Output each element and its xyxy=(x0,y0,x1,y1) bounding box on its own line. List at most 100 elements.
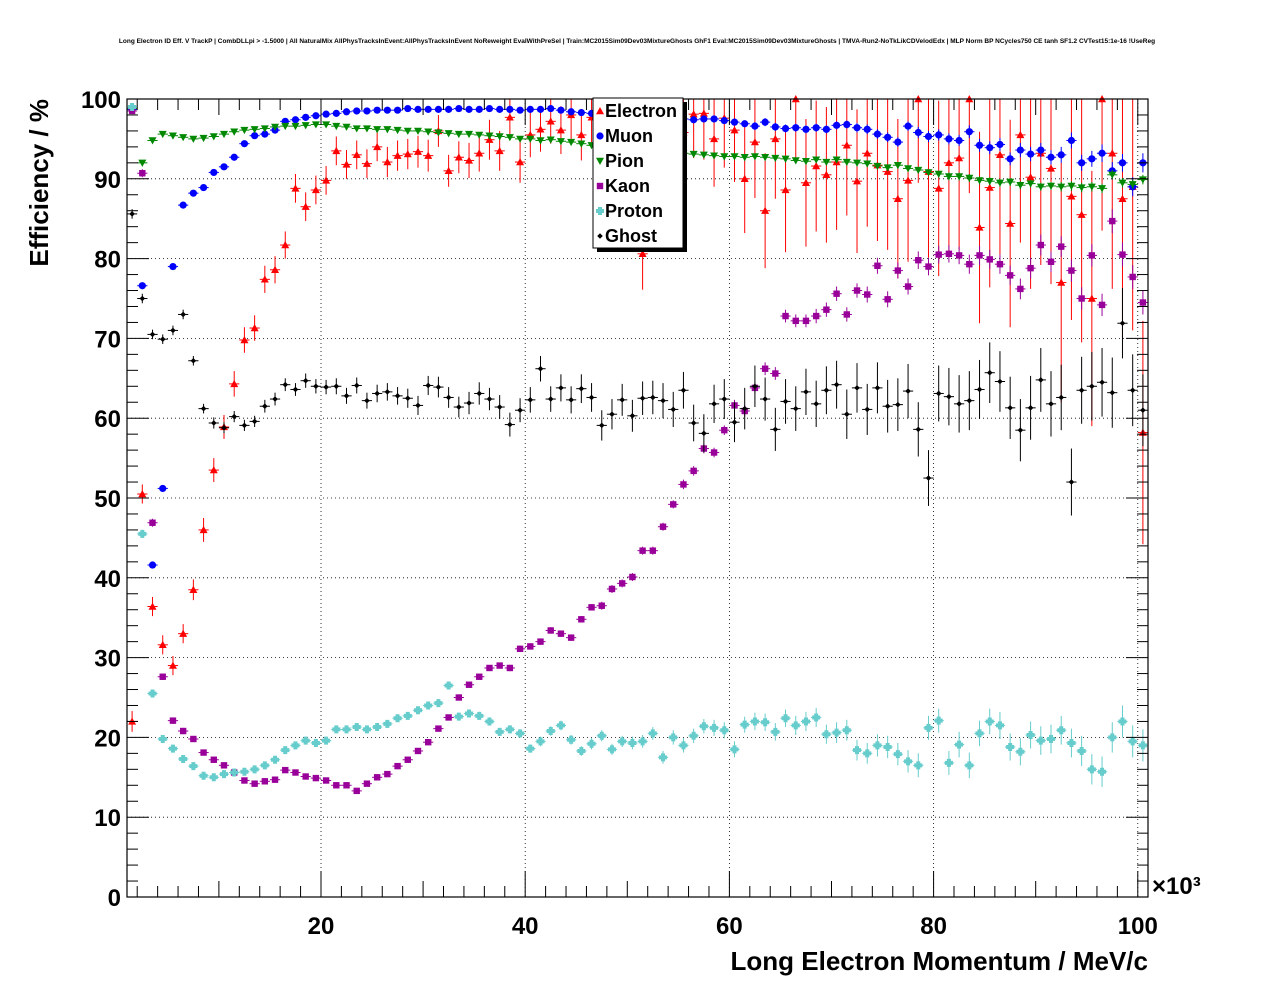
proton-point xyxy=(556,721,565,730)
electron-point xyxy=(1077,210,1086,218)
muon-point xyxy=(914,128,922,137)
electron-point xyxy=(322,176,331,184)
muon-point xyxy=(261,130,269,138)
pion-point xyxy=(1057,183,1066,191)
pion-point xyxy=(383,126,392,134)
ghost-point xyxy=(241,422,248,429)
muon-point xyxy=(148,561,157,569)
ghost-point xyxy=(1099,379,1105,386)
ghost-point xyxy=(895,401,901,408)
proton-point xyxy=(311,738,320,747)
electron-point xyxy=(750,138,759,146)
pion-point xyxy=(1026,180,1035,188)
ghost-point xyxy=(762,396,768,402)
muon-point xyxy=(1057,151,1065,159)
proton-point xyxy=(301,736,310,745)
kaon-point xyxy=(373,774,381,781)
muon-point xyxy=(720,116,728,125)
electron-point xyxy=(291,184,300,192)
kaon-point xyxy=(986,256,993,263)
y-tick-label: 60 xyxy=(94,406,121,433)
electron-point xyxy=(495,146,504,155)
ghost-point xyxy=(415,402,421,409)
electron-point xyxy=(955,154,964,162)
kaon-point xyxy=(547,627,554,634)
pion-point xyxy=(801,158,810,166)
ghost-point xyxy=(598,422,605,429)
legend-marker-electron xyxy=(596,107,604,115)
pion-point xyxy=(1047,182,1056,190)
proton-point xyxy=(495,727,504,736)
proton-point xyxy=(842,726,851,735)
muon-point xyxy=(884,133,892,141)
muon-point xyxy=(353,107,361,115)
proton-point xyxy=(883,742,892,751)
legend-marker-ghost xyxy=(597,233,603,239)
y-tick-label: 80 xyxy=(94,247,121,274)
ghost-point xyxy=(200,405,207,412)
kaon-point xyxy=(915,256,922,264)
proton-point xyxy=(128,102,137,111)
proton-point xyxy=(730,745,739,754)
proton-point xyxy=(413,706,422,715)
legend-label-ghost: Ghost xyxy=(605,226,657,246)
legend-marker-proton xyxy=(596,207,604,215)
kaon-point xyxy=(792,317,799,325)
electron-point xyxy=(975,223,984,231)
proton-point xyxy=(985,717,994,726)
ghost-point xyxy=(129,211,135,217)
ghost-point xyxy=(619,397,625,403)
pion-point xyxy=(1128,181,1137,189)
proton-point xyxy=(832,728,841,737)
proton-point xyxy=(812,713,821,722)
electron-point xyxy=(465,156,474,164)
y-tick-label: 70 xyxy=(94,326,121,353)
pion-point xyxy=(1067,182,1076,190)
kaon-point xyxy=(1037,241,1044,249)
ghost-point xyxy=(292,386,299,393)
pion-point xyxy=(465,130,474,139)
electron-point xyxy=(250,324,259,332)
kaon-point xyxy=(996,260,1004,268)
pion-point xyxy=(791,157,800,165)
muon-point xyxy=(240,140,249,148)
proton-point xyxy=(342,725,351,734)
ghost-point xyxy=(639,395,646,402)
electron-point xyxy=(853,177,862,185)
kaon-point xyxy=(618,580,626,587)
x-tick-label: 100 xyxy=(1118,913,1158,940)
kaon-point xyxy=(649,547,657,554)
kaon-point xyxy=(629,573,636,581)
ghost-point xyxy=(752,383,758,390)
kaon-point xyxy=(874,262,881,269)
electron-point xyxy=(822,170,831,179)
kaon-point xyxy=(1109,217,1116,225)
kaon-point xyxy=(567,634,575,641)
grid-lines xyxy=(127,99,1148,897)
kaon-point xyxy=(802,317,810,325)
y-axis-title: Efficiency / % xyxy=(24,99,54,267)
ghost-point xyxy=(935,390,942,397)
pion-point xyxy=(863,160,872,168)
proton-point xyxy=(332,725,341,734)
electron-point xyxy=(995,150,1004,159)
ghost-point xyxy=(721,396,728,402)
pion-point xyxy=(485,132,494,140)
pion-point xyxy=(771,154,780,163)
y-tick-label: 10 xyxy=(94,805,121,832)
pion-point xyxy=(1016,181,1025,190)
ghost-point xyxy=(772,426,779,433)
pion-point xyxy=(526,135,535,143)
proton-point xyxy=(914,761,923,770)
proton-point xyxy=(250,765,259,774)
pion-point xyxy=(914,166,923,175)
proton-point xyxy=(393,714,402,723)
muon-point xyxy=(1098,149,1106,157)
electron-point xyxy=(904,176,913,184)
kaon-point xyxy=(639,547,646,554)
pion-point xyxy=(250,126,259,134)
ghost-point xyxy=(404,395,411,402)
kaon-point xyxy=(1027,264,1034,272)
pion-point xyxy=(516,135,525,143)
kaon-point xyxy=(169,717,177,724)
